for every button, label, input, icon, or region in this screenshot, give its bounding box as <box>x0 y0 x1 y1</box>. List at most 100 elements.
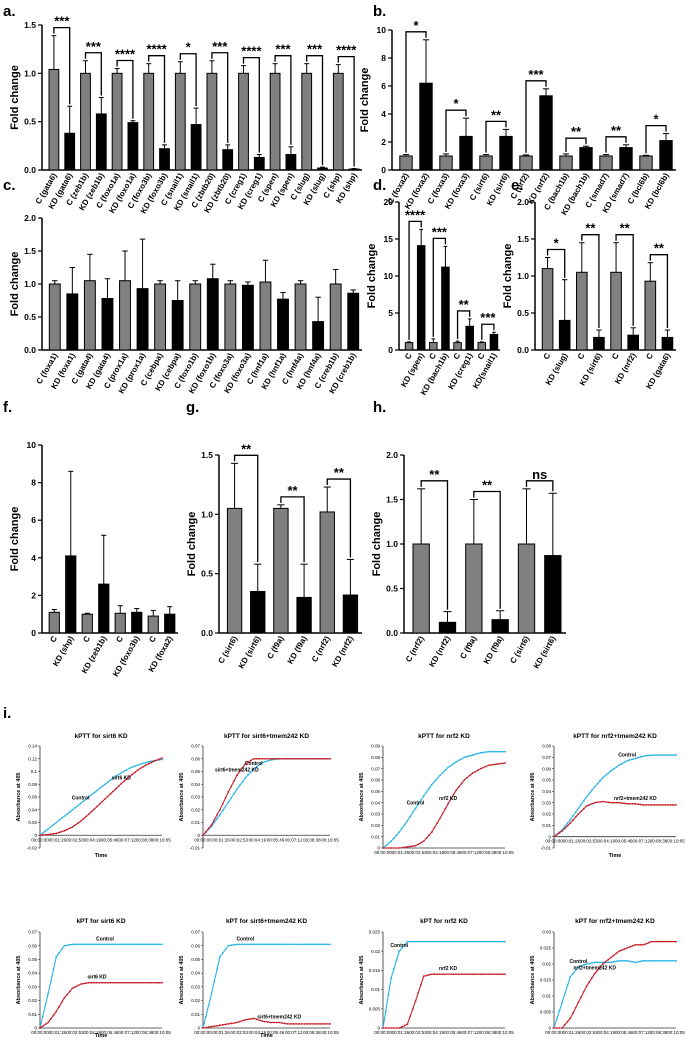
series-point <box>572 814 574 817</box>
series-point <box>77 822 79 825</box>
bar <box>429 342 438 351</box>
y-tick-label: 0.06 <box>191 943 200 948</box>
bar <box>342 594 359 634</box>
x-tick-label: 00:07:12 <box>118 1030 136 1035</box>
x-tick-label: 00:07:12 <box>285 1030 303 1035</box>
x-tick-label: 00:07:12 <box>118 837 136 842</box>
x-tick-label: C <box>610 351 621 361</box>
series-point <box>417 991 420 994</box>
line-chart-i4: kPTT for nrf2+tmem242 KD -0.01 0 0.01 0.02 0.… <box>530 733 685 859</box>
series-point <box>384 847 387 849</box>
series-line <box>39 982 162 1029</box>
series-point <box>303 1022 306 1025</box>
series-point <box>224 805 227 808</box>
series-point <box>479 940 482 943</box>
significance-label: ** <box>241 441 252 456</box>
series-point <box>458 759 460 762</box>
series-line <box>382 751 505 849</box>
bar <box>559 155 573 171</box>
chart-title: kPT for nrf2 KD <box>420 918 468 925</box>
series-point <box>490 763 493 766</box>
x-tick-label: C <box>114 634 125 644</box>
series-point <box>207 1004 210 1007</box>
series-point <box>629 960 631 963</box>
chart-title: kPTT for sirt6 KD <box>74 733 127 740</box>
significance-label: **** <box>405 207 426 222</box>
series-point <box>425 791 428 793</box>
series-point <box>123 981 125 984</box>
series-point <box>133 943 136 946</box>
series-point <box>474 940 477 943</box>
series-point <box>433 973 436 976</box>
series-point <box>131 766 134 769</box>
series-point <box>666 940 669 943</box>
y-tick-label: 0.12 <box>28 756 37 761</box>
significance-bracket <box>456 310 471 340</box>
series-point <box>272 757 275 760</box>
series-point <box>395 834 398 837</box>
series-point <box>295 1022 298 1025</box>
series-point <box>292 757 295 760</box>
series-point <box>596 969 599 972</box>
series-point <box>650 940 653 943</box>
series-point <box>420 799 422 801</box>
series-point <box>392 1027 395 1029</box>
series-annotation: nrf2+tmem242 KD <box>614 796 657 802</box>
series-point <box>115 981 117 984</box>
series-point <box>569 1017 572 1020</box>
y-tick-label: 1.5 <box>24 246 36 256</box>
series-point <box>52 832 55 835</box>
series-point <box>395 847 398 849</box>
series-point <box>289 757 292 760</box>
x-tick-label: C <box>427 351 438 361</box>
x-tick-label: C (f9a) <box>458 634 478 660</box>
series-point <box>669 940 672 943</box>
y-tick-label: 0.09 <box>371 744 380 749</box>
series-point <box>252 943 255 946</box>
series-point <box>591 789 593 792</box>
series-point <box>289 943 292 946</box>
x-tick-label: 00:07:12 <box>461 1030 479 1035</box>
series-point <box>658 959 661 962</box>
significance-bracket <box>337 55 355 167</box>
x-tick-label: 00:02:53 <box>580 1030 598 1035</box>
line-chart-i5: kPT for sirt6 KD 0 0.01 0.02 0.03 0.04 0.05 0.0… <box>16 918 171 1039</box>
series-point <box>626 947 629 949</box>
series-point <box>79 820 82 823</box>
series-point <box>645 754 648 757</box>
series-point <box>504 750 506 753</box>
series-point <box>574 969 577 972</box>
series-point <box>444 807 447 810</box>
y-axis-title: Absorbance at 405 <box>359 773 365 822</box>
series-point <box>468 940 471 943</box>
series-point <box>41 1025 44 1028</box>
series-point <box>90 981 93 984</box>
series-point <box>309 943 312 946</box>
significance-label: ** <box>571 124 582 139</box>
line-chart-i7: kPT for nrf2 KD 0 0.005 0.01 0.015 0.02 0.025 0… <box>359 918 514 1035</box>
series-point <box>504 940 506 943</box>
series-point <box>601 963 604 965</box>
series-point <box>629 946 631 948</box>
series-point <box>452 940 455 943</box>
series-point <box>74 824 77 826</box>
y-axis-title: Absorbance at 405 <box>16 773 22 822</box>
series-point <box>247 761 250 764</box>
significance-bracket <box>649 254 669 329</box>
series-point <box>466 755 468 758</box>
y-axis-title: Absorbance at 405 <box>530 956 536 1005</box>
series-point <box>309 757 312 760</box>
series-point <box>74 806 77 809</box>
bar <box>189 283 202 351</box>
x-tick-label: 00:00:00 <box>194 837 212 842</box>
series-point <box>471 973 474 976</box>
series-point <box>572 819 574 821</box>
bar <box>65 555 77 634</box>
series-point <box>55 1010 58 1013</box>
series-point <box>152 981 155 984</box>
series-point <box>295 943 298 946</box>
series-point <box>460 973 463 976</box>
series-point <box>300 1022 303 1025</box>
series-point <box>623 948 626 950</box>
